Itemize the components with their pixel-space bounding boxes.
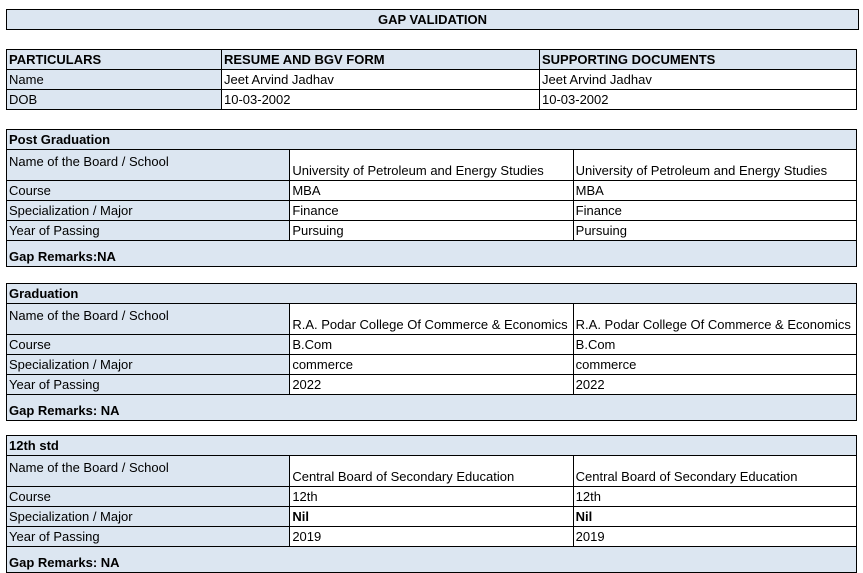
section-header: Graduation [6, 283, 857, 304]
document-value: University of Petroleum and Energy Studi… [572, 149, 858, 181]
document-value: Nil [572, 506, 858, 527]
section-title: 12th std [6, 435, 857, 456]
table-row: Year of Passing 2019 2019 [5, 526, 858, 547]
row-label: Course [5, 334, 291, 355]
header-particulars: PARTICULARS [6, 49, 222, 70]
document-value: 12th [572, 486, 858, 507]
gap-remarks: Gap Remarks:NA [6, 240, 857, 267]
resume-value: Central Board of Secondary Education [289, 455, 574, 487]
section-header: 12th std [6, 435, 857, 456]
12th-std-section: 12th std Name of the Board / School Cent… [5, 435, 858, 573]
table-row: Year of Passing 2022 2022 [5, 374, 858, 395]
document-value: R.A. Podar College Of Commerce & Economi… [572, 303, 858, 335]
table-row: Name of the Board / School University of… [5, 149, 858, 181]
resume-value: MBA [289, 180, 574, 201]
header-supporting: SUPPORTING DOCUMENTS [539, 49, 857, 70]
table-row: DOB 10-03-2002 10-03-2002 [6, 89, 857, 110]
document-value: Finance [572, 200, 858, 221]
gap-remarks-row: Gap Remarks: NA [6, 546, 857, 573]
row-label: Specialization / Major [5, 354, 291, 375]
row-label: DOB [6, 89, 222, 110]
resume-value: 2019 [289, 526, 574, 547]
row-label: Name [6, 69, 222, 90]
table-row: Name of the Board / School R.A. Podar Co… [5, 303, 858, 335]
row-label: Year of Passing [5, 526, 291, 547]
table-row: Course MBA MBA [5, 180, 858, 201]
gap-remarks: Gap Remarks: NA [6, 394, 857, 421]
resume-value: 12th [289, 486, 574, 507]
resume-value: Finance [289, 200, 574, 221]
post-graduation-section: Post Graduation Name of the Board / Scho… [5, 129, 858, 267]
document-value: 2022 [572, 374, 858, 395]
resume-value: Pursuing [289, 220, 574, 241]
row-label: Specialization / Major [5, 200, 291, 221]
personal-details-table: PARTICULARS RESUME AND BGV FORM SUPPORTI… [6, 49, 857, 110]
document-value: commerce [572, 354, 858, 375]
resume-value: University of Petroleum and Energy Studi… [289, 149, 574, 181]
row-label: Course [5, 180, 291, 201]
row-label: Course [5, 486, 291, 507]
table-row: Name Jeet Arvind Jadhav Jeet Arvind Jadh… [6, 69, 857, 90]
document-value: MBA [572, 180, 858, 201]
row-label: Specialization / Major [5, 506, 291, 527]
row-label: Name of the Board / School [5, 455, 291, 487]
document-value: 2019 [572, 526, 858, 547]
header-row: PARTICULARS RESUME AND BGV FORM SUPPORTI… [6, 49, 857, 70]
document-value: Jeet Arvind Jadhav [539, 69, 857, 90]
table-row: Specialization / Major Nil Nil [5, 506, 858, 527]
resume-value: commerce [289, 354, 574, 375]
document-value: Pursuing [572, 220, 858, 241]
table-row: Year of Passing Pursuing Pursuing [5, 220, 858, 241]
document-value: Central Board of Secondary Education [572, 455, 858, 487]
document-value: 10-03-2002 [539, 89, 857, 110]
resume-value: 10-03-2002 [221, 89, 540, 110]
resume-value: 2022 [289, 374, 574, 395]
row-label: Year of Passing [5, 220, 291, 241]
table-row: Course B.Com B.Com [5, 334, 858, 355]
row-label: Name of the Board / School [5, 303, 291, 335]
resume-value: Nil [289, 506, 574, 527]
table-row: Specialization / Major Finance Finance [5, 200, 858, 221]
table-row: Name of the Board / School Central Board… [5, 455, 858, 487]
section-header: Post Graduation [6, 129, 857, 150]
header-resume: RESUME AND BGV FORM [221, 49, 540, 70]
table-row: Specialization / Major commerce commerce [5, 354, 858, 375]
graduation-section: Graduation Name of the Board / School R.… [5, 283, 858, 421]
document-value: B.Com [572, 334, 858, 355]
row-label: Year of Passing [5, 374, 291, 395]
section-title: Graduation [6, 283, 857, 304]
row-label: Name of the Board / School [5, 149, 291, 181]
resume-value: R.A. Podar College Of Commerce & Economi… [289, 303, 574, 335]
gap-remarks-row: Gap Remarks:NA [6, 240, 857, 267]
resume-value: Jeet Arvind Jadhav [221, 69, 540, 90]
table-row: Course 12th 12th [5, 486, 858, 507]
resume-value: B.Com [289, 334, 574, 355]
section-title: Post Graduation [6, 129, 857, 150]
gap-remarks-row: Gap Remarks: NA [6, 394, 857, 421]
gap-remarks: Gap Remarks: NA [6, 546, 857, 573]
page-title: GAP VALIDATION [6, 9, 859, 30]
